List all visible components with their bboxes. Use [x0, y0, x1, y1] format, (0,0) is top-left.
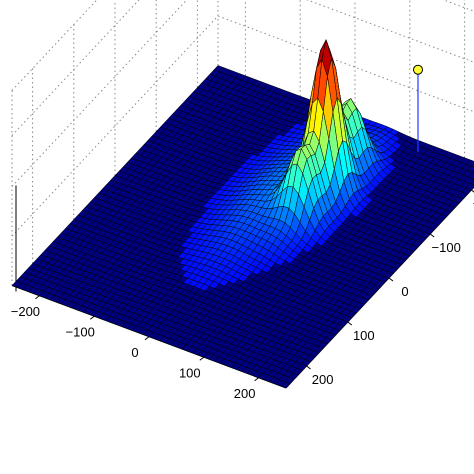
x-tick-mark: [35, 295, 40, 300]
x-tick-label: 200: [234, 386, 256, 401]
y-tick-mark: [347, 321, 353, 326]
stem-marker-head: [413, 64, 423, 75]
y-tick-label: −100: [432, 240, 461, 255]
surface-patch: [469, 178, 474, 186]
x-tick-mark: [89, 315, 95, 320]
y-tick-labels: −200 −100 0 100 200: [306, 189, 474, 387]
y-tick-label: 0: [401, 284, 408, 299]
surface-mesh: [11, 39, 474, 389]
grid-line: [11, 0, 474, 187]
x-tick-label: −100: [66, 324, 95, 339]
y-tick-mark: [471, 189, 474, 193]
x-tick-label: 100: [179, 365, 201, 380]
x-tick-label: −200: [11, 304, 40, 319]
grid-line: [11, 0, 98, 91]
grid-line: [11, 0, 474, 136]
x-tick-labels: −200 −100 0 100 200: [11, 295, 259, 401]
y-tick-label: −200: [473, 196, 474, 211]
y-tick-label: 100: [353, 328, 375, 343]
x-tick-mark: [144, 336, 150, 341]
x-tick-mark: [254, 377, 259, 382]
grid-lines: [11, 0, 474, 286]
y-tick-mark: [388, 277, 394, 282]
surface-patch: [280, 381, 291, 389]
y-tick-label: 200: [312, 372, 334, 387]
y-tick-mark: [306, 365, 311, 370]
x-tick-label: 0: [131, 345, 138, 360]
stem-marker: [413, 64, 423, 153]
y-tick-mark: [429, 233, 435, 238]
grid-line: [11, 15, 474, 237]
x-tick-mark: [199, 356, 205, 361]
